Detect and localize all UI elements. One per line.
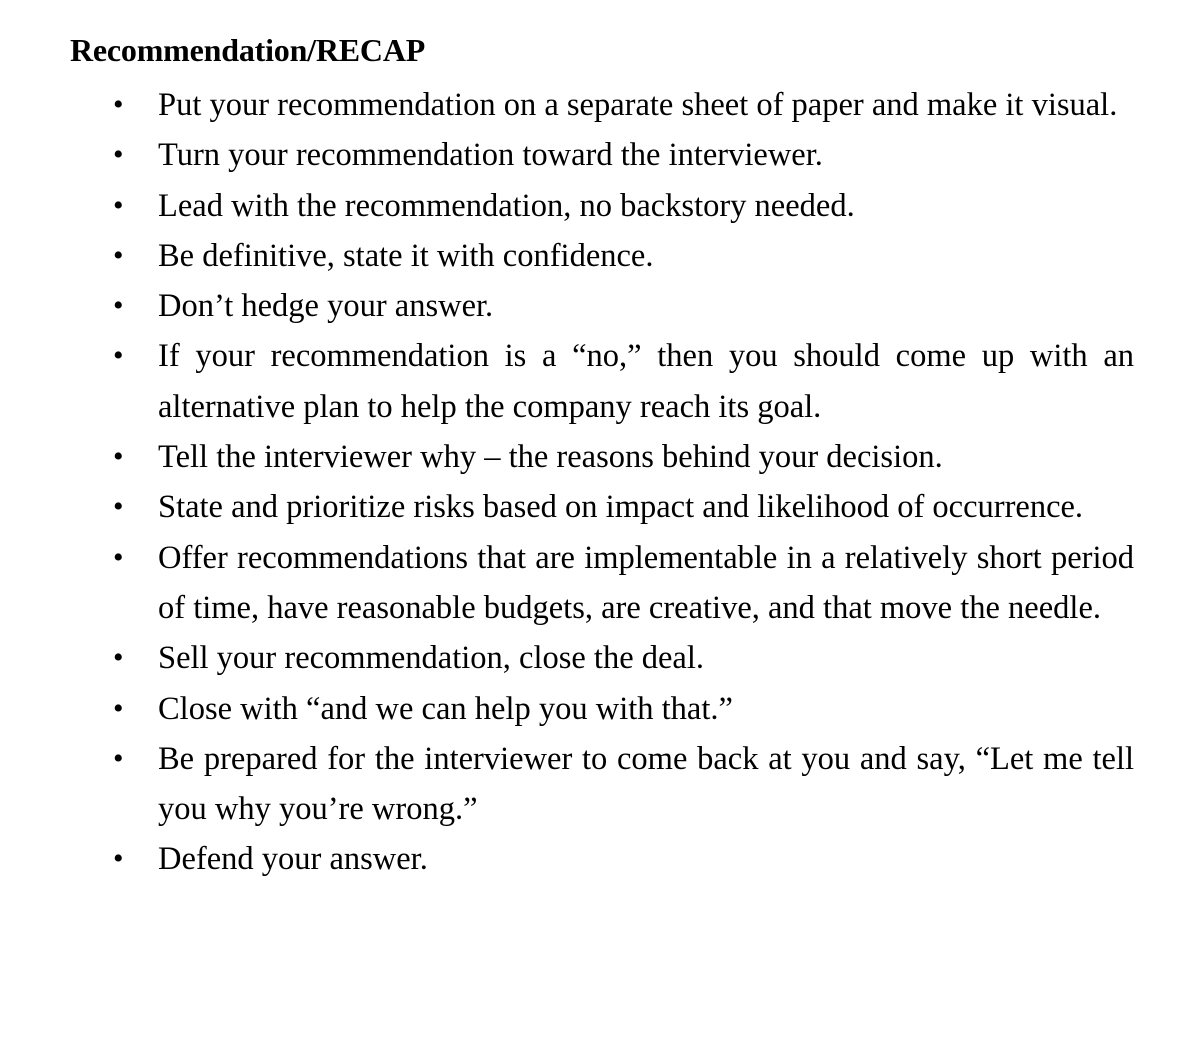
list-item-text: Be definitive, state it with confidence. — [158, 237, 654, 274]
bullet-icon: • — [113, 842, 124, 876]
list-item-text: Tell the interviewer why – the reasons b… — [158, 439, 943, 476]
list-item-text: Turn your recommendation toward the inte… — [158, 137, 823, 174]
bullet-icon: • — [113, 540, 124, 574]
bullet-icon: • — [113, 138, 124, 172]
list-item-text: If your recommendation is a “no,” then y… — [158, 338, 1134, 425]
list-item: • Sell your recommendation, close the dea… — [70, 633, 1134, 683]
list-item-text: Be prepared for the interviewer to come … — [158, 740, 1134, 828]
list-item: • Put your recommendation on a separate s… — [70, 80, 1134, 130]
list-item: • Don’t hedge your answer. — [70, 281, 1134, 331]
bullet-icon: • — [113, 339, 124, 373]
list-item-text: Put your recommendation on a separate sh… — [158, 87, 1118, 123]
list-item-text: Offer recommendations that are implement… — [158, 539, 1134, 626]
list-item-text: Close with “and we can help you with tha… — [158, 690, 733, 727]
list-item-text: Don’t hedge your answer. — [158, 288, 494, 325]
bullet-icon: • — [113, 238, 124, 272]
list-item-text: Defend your answer. — [158, 841, 428, 878]
list-item: • Turn your recommendation toward the int… — [70, 130, 1134, 180]
bullet-icon: • — [113, 490, 124, 524]
list-item: • Tell the interviewer why – the reasons … — [70, 432, 1134, 482]
bullet-icon: • — [113, 440, 124, 474]
list-item: • Be definitive, state it with confidence… — [70, 231, 1134, 281]
bullet-icon: • — [113, 741, 124, 775]
list-item: • Offer recommendations that are implemen… — [70, 533, 1134, 634]
bullet-icon: • — [113, 88, 124, 121]
section-heading: Recommendation/RECAP — [70, 32, 426, 68]
list-item: • Be prepared for the interviewer to come… — [70, 734, 1134, 835]
recap-bullet-list: • Put your recommendation on a separate s… — [70, 80, 1134, 885]
list-item-text: Sell your recommendation, close the deal… — [158, 640, 705, 677]
bullet-icon: • — [113, 289, 124, 323]
list-item-text: State and prioritize risks based on impa… — [158, 489, 1084, 526]
bullet-icon: • — [113, 641, 124, 675]
list-item-text: Lead with the recommendation, no backsto… — [158, 187, 855, 224]
list-item: • Lead with the recommendation, no backst… — [70, 181, 1134, 231]
list-item: • Close with “and we can help you with th… — [70, 684, 1134, 734]
bullet-icon: • — [113, 188, 124, 222]
list-item: • State and prioritize risks based on imp… — [70, 482, 1134, 532]
list-item: • If your recommendation is a “no,” then … — [70, 331, 1134, 432]
list-item: • Defend your answer. — [70, 834, 1134, 884]
bullet-icon: • — [113, 691, 124, 725]
